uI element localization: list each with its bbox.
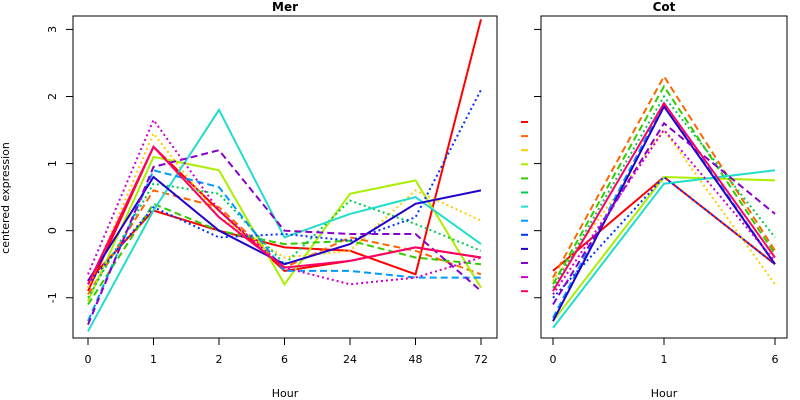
cot-panel: Cot 0 1 6 Hour <box>521 0 788 400</box>
plot-frame <box>72 15 498 339</box>
y-axis-label: centered expression <box>0 142 12 254</box>
x-tick-label: 24 <box>343 353 357 366</box>
x-tick-label: 72 <box>474 353 488 366</box>
series-line <box>552 101 776 319</box>
series-line <box>552 128 776 285</box>
y-tick-label: -1 <box>46 292 59 303</box>
x-tick-label: 1 <box>661 353 668 366</box>
series-line <box>552 84 776 285</box>
x-tick-label: 6 <box>281 353 288 366</box>
series-line <box>87 189 482 295</box>
series-line <box>87 202 482 306</box>
series-line <box>552 101 776 292</box>
x-axis-label: Hour <box>651 387 678 400</box>
panel-title: Mer <box>272 0 298 14</box>
y-tick-label: 0 <box>46 227 59 234</box>
x-tick-label: 2 <box>216 353 223 366</box>
series-line <box>552 175 776 322</box>
series-line <box>87 175 482 282</box>
series-line <box>552 94 776 289</box>
y-tick-label: 2 <box>46 93 59 100</box>
y-tick-label: 3 <box>46 26 59 33</box>
series-line <box>87 19 482 282</box>
x-tick-label: 1 <box>150 353 157 366</box>
x-tick-label: 48 <box>409 353 423 366</box>
x-tick-label: 6 <box>772 353 779 366</box>
series-line <box>552 74 776 279</box>
x-tick-label: 0 <box>85 353 92 366</box>
series-line <box>87 149 482 325</box>
x-axis-label: Hour <box>272 387 299 400</box>
series-line <box>87 145 482 285</box>
mer-panel: Mer 0 1 2 6 24 48 72 Hour -1 0 1 2 3 <box>46 0 498 400</box>
series-line <box>87 182 482 299</box>
series-line <box>87 89 482 285</box>
series-line <box>87 131 482 289</box>
series-line <box>552 169 776 329</box>
x-tick-label: 0 <box>550 353 557 366</box>
series-line <box>552 121 776 306</box>
series-line <box>87 107 482 332</box>
series-line <box>87 155 482 302</box>
series-line <box>552 104 776 322</box>
y-tick-label: 1 <box>46 160 59 167</box>
series-line <box>552 128 776 295</box>
panel-title: Cot <box>653 0 676 14</box>
